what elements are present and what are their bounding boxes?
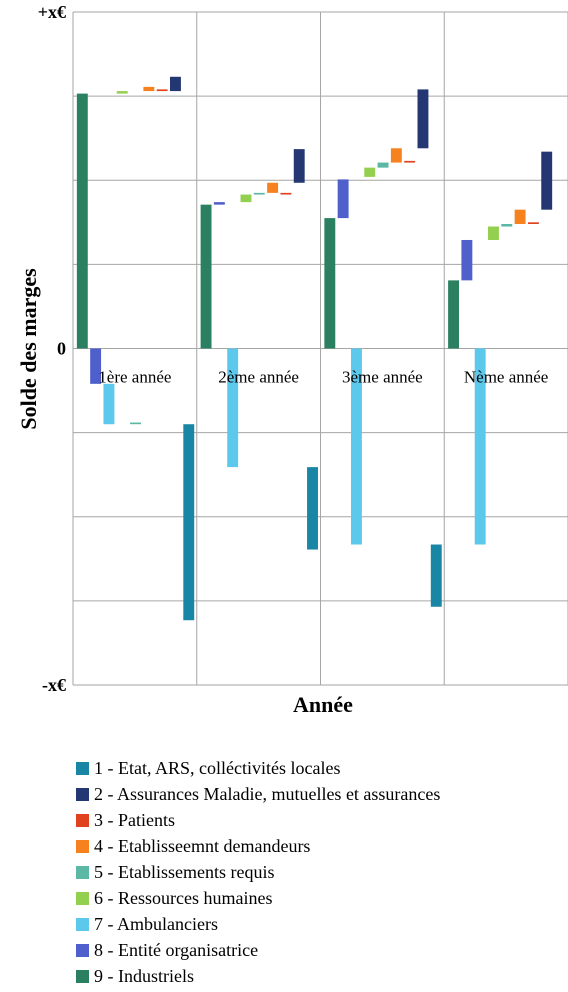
legend-entry: 1 - Etat, ARS, colléctivités locales	[94, 758, 340, 778]
bar-6-2	[240, 194, 252, 203]
legend-swatch	[76, 970, 89, 983]
bar-1-3	[430, 544, 442, 607]
gridlines	[72, 11, 568, 686]
bar-2-4	[541, 151, 553, 210]
legend-swatch	[76, 918, 89, 931]
bar-5-3	[377, 162, 389, 168]
legend-swatch	[76, 892, 89, 905]
bar-6-3	[364, 167, 376, 177]
bar-7-4	[474, 348, 486, 545]
bar-8-3	[337, 179, 349, 219]
bar-8-2	[213, 202, 225, 205]
legend-entry: 6 - Ressources humaines	[94, 888, 272, 908]
category-label: 3ème année	[342, 368, 423, 387]
bar-3-3	[404, 160, 416, 163]
bars	[76, 76, 553, 621]
bar-2-1	[170, 76, 181, 92]
legend-entry: 3 - Patients	[94, 810, 175, 830]
bar-4-1	[143, 86, 155, 92]
bar-3-2	[280, 192, 292, 195]
y-tick-label: +x€	[38, 2, 66, 22]
legend-entry: 5 - Etablissements requis	[94, 862, 274, 882]
y-tick-label: -x€	[42, 675, 66, 695]
bar-6-4	[488, 226, 499, 240]
category-label: 1ère année	[98, 368, 171, 387]
bar-9-2	[200, 204, 212, 349]
bar-3-4	[527, 222, 539, 224]
legend-swatch	[76, 762, 89, 775]
bar-2-3	[417, 89, 429, 149]
legend-entry: 8 - Entité organisatrice	[94, 940, 258, 960]
bar-4-4	[514, 209, 526, 224]
bar-5-4	[501, 223, 513, 227]
category-labels: 1ère année 2ème année 3ème année Nème année	[98, 368, 548, 387]
bar-9-4	[448, 280, 460, 349]
y-tick-labels: +x€ 0 -x€	[38, 2, 66, 695]
bar-6-1	[116, 91, 128, 94]
bar-3-1	[156, 89, 168, 92]
y-tick-label: 0	[57, 339, 66, 359]
bar-5-2	[253, 192, 265, 195]
legend: 1 - Etat, ARS, colléctivités locales 2 - …	[76, 758, 440, 986]
bar-1-2	[307, 467, 318, 550]
legend-entry: 4 - Etablisseemnt demandeurs	[94, 836, 310, 856]
bar-8-4	[461, 239, 473, 281]
bar-1-1	[183, 424, 195, 621]
bar-4-2	[267, 182, 279, 193]
legend-swatch	[76, 788, 89, 801]
bar-7-1	[103, 383, 115, 425]
x-axis-title: Année	[293, 692, 353, 717]
legend-swatch	[76, 944, 89, 957]
legend-swatch	[76, 840, 89, 853]
bar-4-3	[390, 148, 402, 163]
category-label: 2ème année	[218, 368, 299, 387]
bar-7-2	[227, 348, 239, 468]
bar-2-2	[293, 149, 305, 183]
legend-entry: 2 - Assurances Maladie, mutuelles et ass…	[94, 784, 440, 804]
bar-5-1	[130, 422, 141, 425]
bar-8-1	[90, 348, 102, 384]
bar-7-3	[350, 348, 362, 545]
bar-9-1	[76, 93, 88, 349]
y-axis-title: Solde des marges	[16, 268, 41, 430]
legend-entry: 9 - Industriels	[94, 966, 194, 986]
category-label: Nème année	[464, 368, 548, 387]
legend-swatch	[76, 866, 89, 879]
legend-entry: 7 - Ambulanciers	[94, 914, 218, 934]
bar-9-3	[324, 218, 336, 349]
legend-swatch	[76, 814, 89, 827]
